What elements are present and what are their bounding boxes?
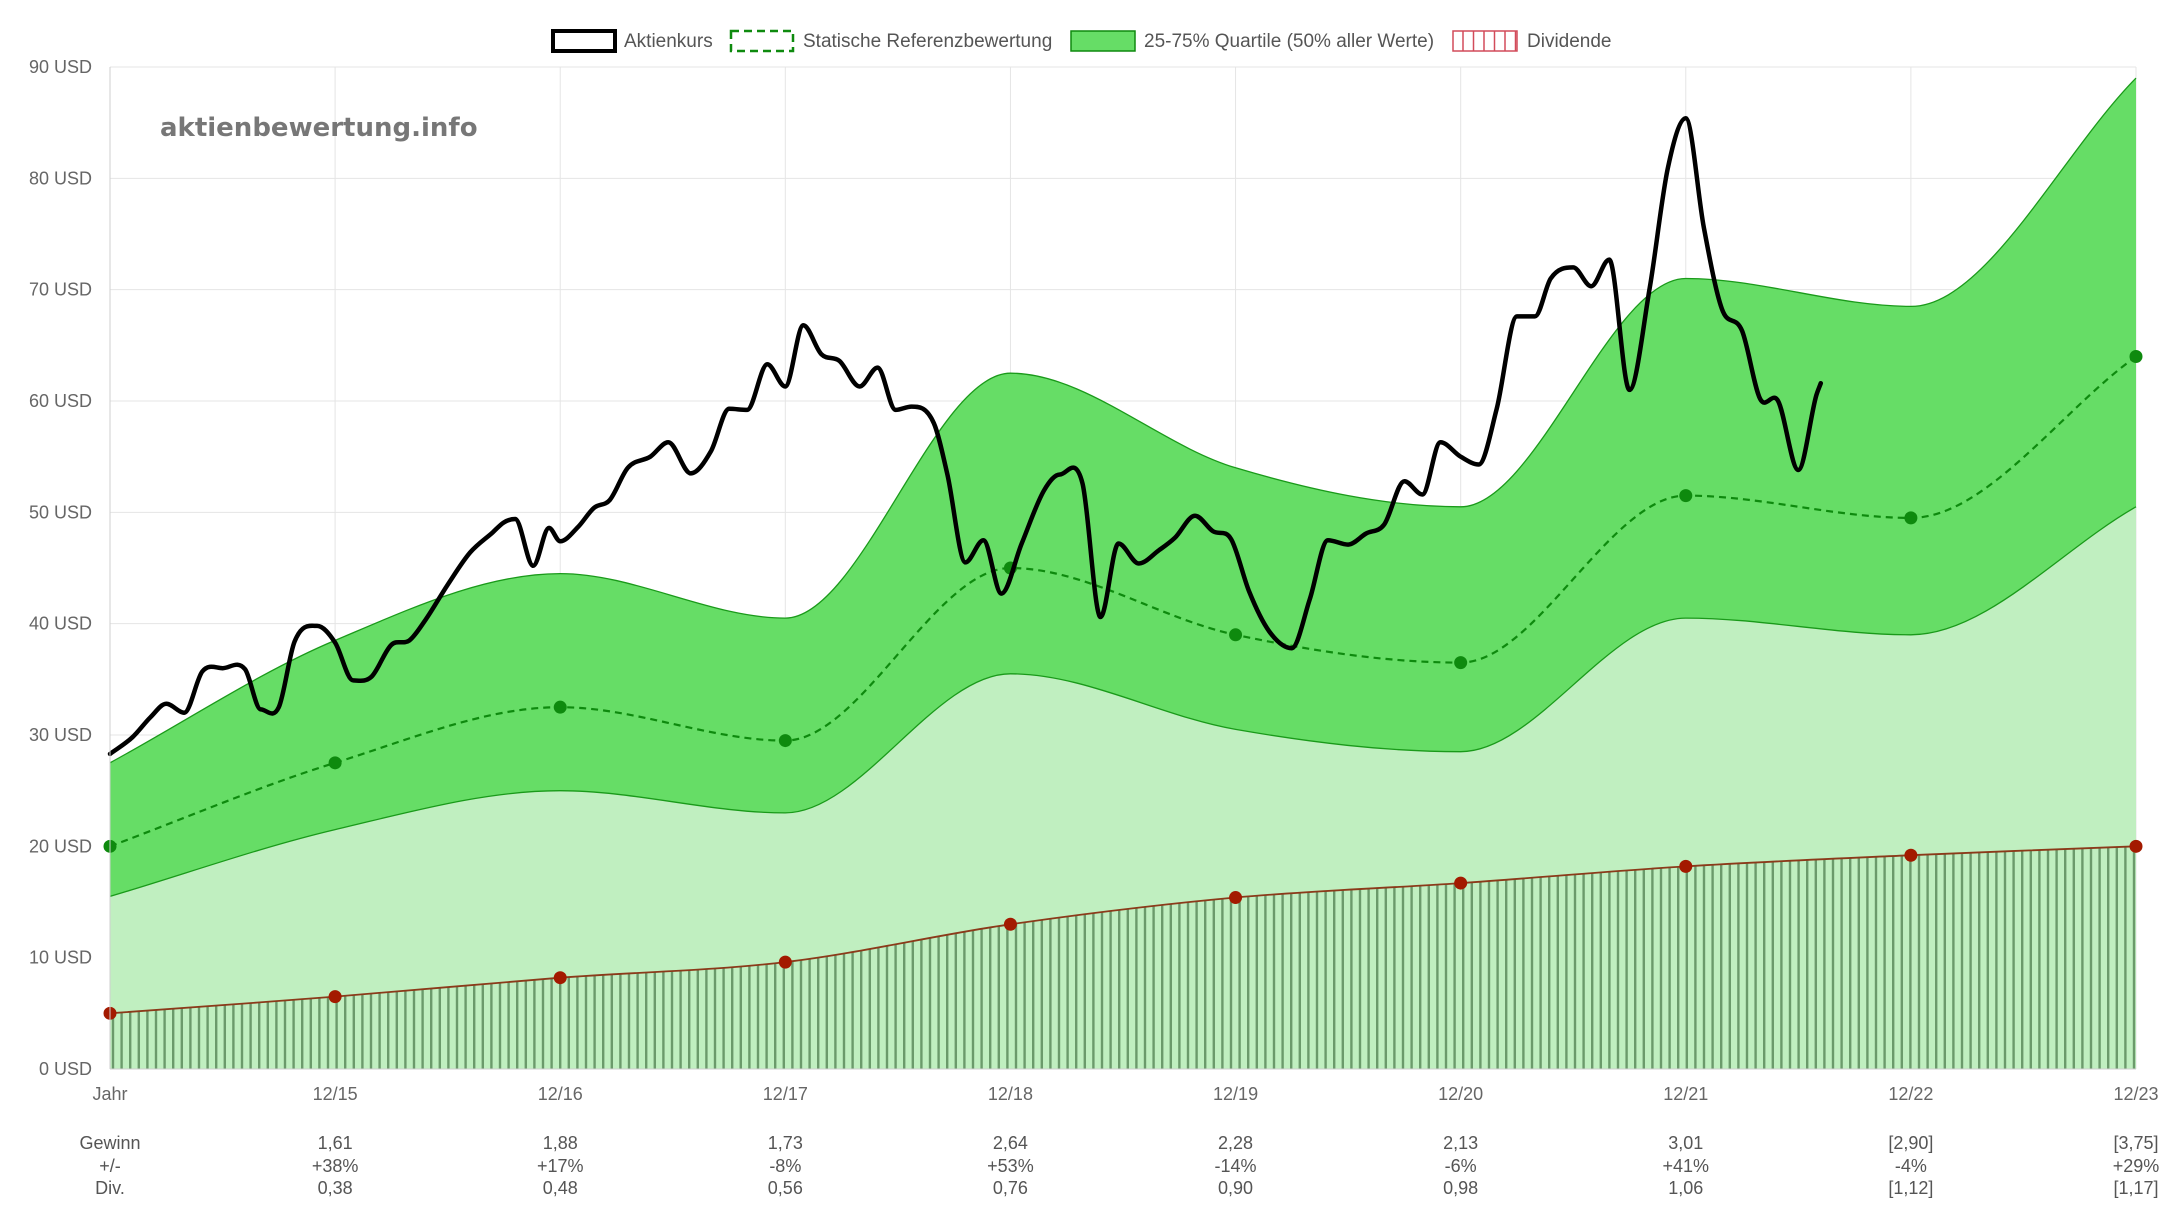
table-cell: 2,64 [993, 1133, 1028, 1153]
reference-point[interactable] [1454, 656, 1468, 670]
reference-point[interactable] [1904, 511, 1918, 525]
x-tick-label: 12/19 [1213, 1084, 1258, 1104]
table-cell: -8% [769, 1156, 801, 1176]
quartile-bands [109, 77, 2137, 1069]
table-cell: 1,88 [543, 1133, 578, 1153]
legend-item-price[interactable]: Aktienkurs [551, 29, 713, 53]
legend-item-reference[interactable]: Statische Referenzbewertung [729, 29, 1052, 53]
table-cell: 0,48 [543, 1178, 578, 1198]
dividend-point[interactable] [778, 955, 792, 969]
axes: 0 USD 10 USD 20 USD 30 USD 40 USD 50 USD 60 US… [29, 57, 2159, 1104]
x-tick-label: 12/20 [1438, 1084, 1483, 1104]
x-tick-label: 12/23 [2113, 1084, 2158, 1104]
table-cell: +29% [2113, 1156, 2160, 1176]
price-line[interactable] [107, 115, 1824, 757]
table-cell: -14% [1215, 1156, 1257, 1176]
data-series [103, 115, 2143, 1020]
table-cell: 1,06 [1668, 1178, 1703, 1198]
table-cell: 2,28 [1218, 1133, 1253, 1153]
legend-swatch-dividend [1452, 30, 1518, 52]
dividend-point[interactable] [2129, 839, 2143, 853]
table-cell: 1,73 [768, 1133, 803, 1153]
table-row-label: Div. [95, 1178, 125, 1198]
table-cell: [2,90] [1888, 1133, 1933, 1153]
x-tick-label: 12/21 [1663, 1084, 1708, 1104]
table-cell: -4% [1895, 1156, 1927, 1176]
reference-point[interactable] [1679, 489, 1693, 503]
lower-quartile-line [109, 506, 2137, 898]
table-cell: 3,01 [1668, 1133, 1703, 1153]
y-tick-label: 90 USD [29, 57, 92, 77]
legend: Aktienkurs Statische Referenzbewertung 2… [551, 29, 1612, 53]
y-tick-label: 10 USD [29, 948, 92, 968]
legend-swatch-price [551, 29, 617, 53]
table-cell: [1,17] [2113, 1178, 2158, 1198]
y-tick-label: 50 USD [29, 502, 92, 522]
legend-label-price: Aktienkurs [624, 31, 713, 52]
watermark: aktienbewertung.info [160, 113, 478, 143]
table-cell: 0,98 [1443, 1178, 1478, 1198]
table-cell: 0,90 [1218, 1178, 1253, 1198]
dividend-hatch-area [110, 846, 2136, 1069]
legend-label-quartile: 25-75% Quartile (50% aller Werte) [1144, 31, 1434, 52]
table-cell: 0,76 [993, 1178, 1028, 1198]
y-tick-label: 30 USD [29, 725, 92, 745]
legend-hatch [1462, 31, 1517, 51]
y-tick-label: 0 USD [39, 1059, 92, 1079]
dividend-point[interactable] [553, 971, 567, 985]
table-cell: 2,13 [1443, 1133, 1478, 1153]
table-cell: 0,56 [768, 1178, 803, 1198]
legend-label-reference: Statische Referenzbewertung [803, 31, 1052, 52]
legend-swatch-quartile [1070, 30, 1136, 52]
table-row-label: +/- [99, 1156, 121, 1176]
legend-item-quartile[interactable]: 25-75% Quartile (50% aller Werte) [1070, 30, 1434, 52]
dividend-point[interactable] [1229, 891, 1243, 905]
table-cell: +53% [987, 1156, 1034, 1176]
dividend-point[interactable] [1904, 848, 1918, 862]
y-tick-label: 80 USD [29, 168, 92, 188]
y-tick-label: 20 USD [29, 836, 92, 856]
reference-point[interactable] [553, 700, 567, 714]
x-tick-label: 12/17 [763, 1084, 808, 1104]
y-tick-label: 70 USD [29, 280, 92, 300]
x-tick-label: 12/18 [988, 1084, 1033, 1104]
x-tick-label: 12/15 [313, 1084, 358, 1104]
table-cell: [3,75] [2113, 1133, 2158, 1153]
legend-swatch-reference [729, 29, 795, 53]
data-table: Gewinn 1,61 1,88 1,73 2,64 2,28 2,13 3,01 [2,90]… [79, 1133, 2159, 1198]
dividend-line [109, 845, 2137, 1015]
reference-point[interactable] [778, 734, 792, 748]
table-cell: [1,12] [1888, 1178, 1933, 1198]
quartile-band [110, 78, 2136, 897]
table-cell: 1,61 [318, 1133, 353, 1153]
dividend-point[interactable] [1003, 917, 1017, 931]
table-cell: +17% [537, 1156, 584, 1176]
table-row-label: Gewinn [79, 1133, 140, 1153]
table-cell: -6% [1445, 1156, 1477, 1176]
table-cell: +38% [312, 1156, 359, 1176]
table-cell: 0,38 [318, 1178, 353, 1198]
reference-point[interactable] [2129, 349, 2143, 363]
y-tick-label: 40 USD [29, 614, 92, 634]
dividend-point[interactable] [1679, 859, 1693, 873]
legend-label-dividend: Dividende [1527, 31, 1612, 52]
upper-quartile-line [109, 77, 2137, 764]
dividend-point[interactable] [1454, 876, 1468, 890]
reference-point[interactable] [1229, 628, 1243, 642]
legend-item-dividend[interactable]: Dividende [1452, 30, 1612, 52]
x-tick-label: 12/16 [538, 1084, 583, 1104]
reference-line [109, 355, 2137, 848]
dividend-point[interactable] [328, 990, 342, 1004]
reference-point[interactable] [328, 756, 342, 770]
x-tick-label: 12/22 [1888, 1084, 1933, 1104]
table-cell: +41% [1663, 1156, 1710, 1176]
y-tick-label: 60 USD [29, 391, 92, 411]
x-tick-label: Jahr [92, 1084, 127, 1104]
